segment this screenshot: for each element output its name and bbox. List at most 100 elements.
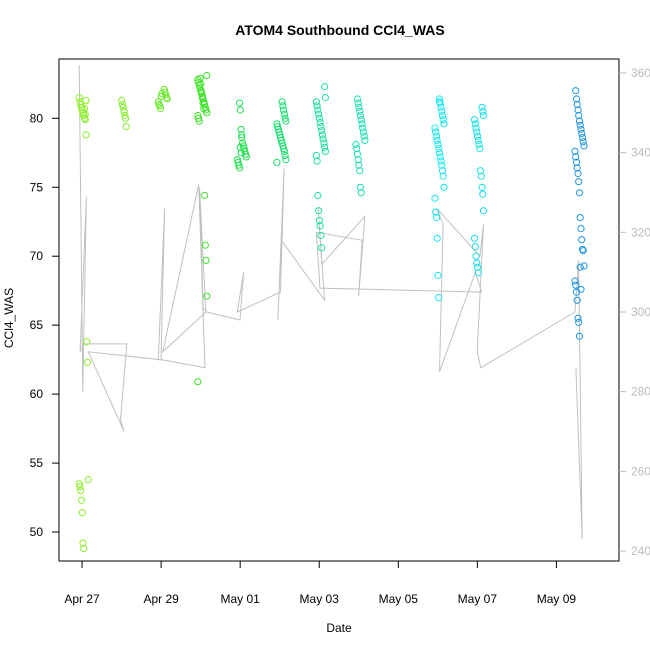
data-point (238, 131, 246, 139)
x-tick-label: May 03 (300, 592, 340, 606)
x-axis-label: Date (326, 621, 352, 635)
data-point (314, 106, 322, 114)
data-point (317, 123, 325, 131)
data-point (203, 71, 211, 80)
data-point (316, 118, 324, 127)
line-series (78, 64, 583, 540)
data-point (194, 378, 202, 386)
y-axis-right: 240 260 280 300 320 340 360 (619, 66, 650, 558)
data-point (235, 161, 243, 169)
data-point (579, 138, 587, 146)
data-point (197, 88, 206, 96)
data-point (320, 139, 328, 147)
data-point (162, 91, 170, 99)
data-point (433, 136, 441, 144)
data-point (572, 158, 581, 166)
data-point (81, 116, 89, 124)
data-point (478, 183, 486, 191)
data-point (575, 332, 584, 340)
data-point (438, 111, 447, 120)
data-point (237, 149, 245, 157)
data-point (575, 178, 583, 186)
data-point (158, 89, 166, 98)
data-point (316, 222, 324, 230)
data-point (431, 124, 439, 132)
x-tick-label: May 01 (220, 592, 260, 606)
data-point (435, 149, 444, 157)
data-point (479, 111, 488, 120)
data-point (242, 150, 250, 158)
data-point (77, 487, 85, 495)
data-point (76, 482, 84, 491)
data-point (435, 98, 444, 106)
data-point (355, 161, 363, 169)
data-point (436, 153, 444, 161)
y-tick-label: 55 (30, 456, 44, 470)
y-tick-label: 80 (30, 111, 44, 125)
data-point (435, 95, 444, 103)
data-point (163, 95, 171, 103)
data-point (432, 214, 441, 222)
data-point (572, 153, 580, 161)
data-point (479, 107, 487, 116)
data-point (573, 100, 581, 109)
data-point (321, 147, 329, 155)
data-point (478, 103, 486, 111)
data-point (319, 135, 327, 143)
data-point (157, 92, 165, 100)
data-point (315, 207, 323, 215)
data-point (194, 114, 203, 122)
data-point (474, 269, 482, 277)
data-point (122, 123, 130, 131)
data-point (356, 111, 364, 120)
data-point (575, 117, 584, 125)
data-point (438, 161, 446, 169)
data-point (236, 143, 244, 151)
data-point (281, 114, 289, 122)
data-point (578, 129, 586, 138)
y2-tick-label: 360 (631, 66, 650, 80)
data-point (321, 83, 329, 91)
data-point (433, 234, 441, 242)
data-point (81, 110, 89, 118)
data-point (476, 145, 484, 153)
y2-tick-label: 260 (631, 464, 650, 478)
data-point (432, 128, 440, 136)
data-point (315, 114, 323, 122)
data-point (473, 128, 481, 136)
data-point (576, 263, 584, 271)
data-point (439, 116, 447, 124)
data-point (574, 106, 582, 114)
data-point (195, 117, 203, 125)
data-point (360, 132, 368, 140)
data-point (202, 256, 210, 264)
data-point (354, 99, 362, 107)
data-point (197, 80, 205, 88)
data-point (120, 107, 128, 116)
data-point (282, 156, 290, 164)
data-point (434, 271, 442, 280)
data-point (280, 106, 288, 114)
data-point (440, 183, 448, 191)
data-point (572, 95, 581, 103)
data-point (437, 157, 445, 165)
data-point (477, 172, 485, 180)
data-point (573, 296, 581, 304)
data-point (80, 105, 89, 113)
data-point (312, 98, 320, 106)
data-point (473, 132, 482, 140)
data-point (357, 189, 365, 197)
y-axis-label: CCl4_WAS (2, 288, 16, 348)
data-point (575, 189, 584, 197)
data-point (572, 87, 580, 95)
data-point (121, 111, 129, 120)
data-point (236, 164, 244, 172)
y-tick-label: 75 (30, 180, 44, 194)
data-point (280, 110, 288, 118)
data-point (471, 243, 479, 251)
data-point (431, 194, 439, 202)
data-point (313, 157, 321, 165)
data-point (432, 208, 440, 216)
data-point (318, 127, 326, 135)
